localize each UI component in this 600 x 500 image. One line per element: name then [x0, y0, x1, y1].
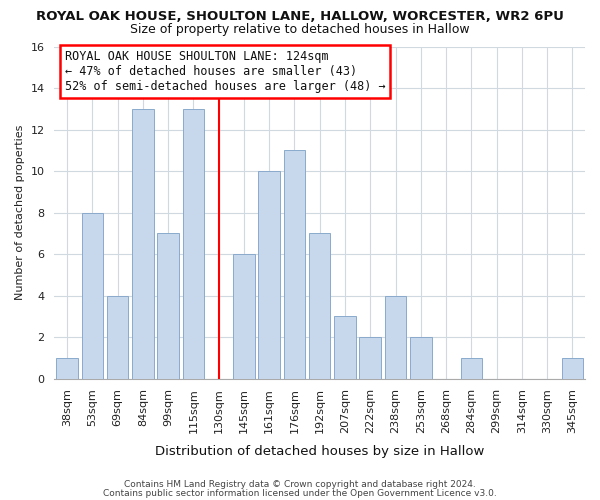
- Bar: [461, 358, 482, 378]
- Bar: [132, 109, 154, 378]
- Bar: [182, 109, 204, 378]
- Bar: [82, 212, 103, 378]
- Text: Contains public sector information licensed under the Open Government Licence v3: Contains public sector information licen…: [103, 488, 497, 498]
- Bar: [309, 234, 331, 378]
- Bar: [56, 358, 78, 378]
- Bar: [259, 171, 280, 378]
- Bar: [562, 358, 583, 378]
- Bar: [410, 337, 431, 378]
- Text: ROYAL OAK HOUSE SHOULTON LANE: 124sqm
← 47% of detached houses are smaller (43)
: ROYAL OAK HOUSE SHOULTON LANE: 124sqm ← …: [65, 50, 386, 93]
- Bar: [233, 254, 254, 378]
- Bar: [107, 296, 128, 378]
- Bar: [359, 337, 381, 378]
- Text: Contains HM Land Registry data © Crown copyright and database right 2024.: Contains HM Land Registry data © Crown c…: [124, 480, 476, 489]
- Bar: [385, 296, 406, 378]
- Text: Size of property relative to detached houses in Hallow: Size of property relative to detached ho…: [130, 22, 470, 36]
- Bar: [284, 150, 305, 378]
- Bar: [157, 234, 179, 378]
- Bar: [334, 316, 356, 378]
- Text: ROYAL OAK HOUSE, SHOULTON LANE, HALLOW, WORCESTER, WR2 6PU: ROYAL OAK HOUSE, SHOULTON LANE, HALLOW, …: [36, 10, 564, 23]
- X-axis label: Distribution of detached houses by size in Hallow: Distribution of detached houses by size …: [155, 444, 484, 458]
- Y-axis label: Number of detached properties: Number of detached properties: [15, 125, 25, 300]
